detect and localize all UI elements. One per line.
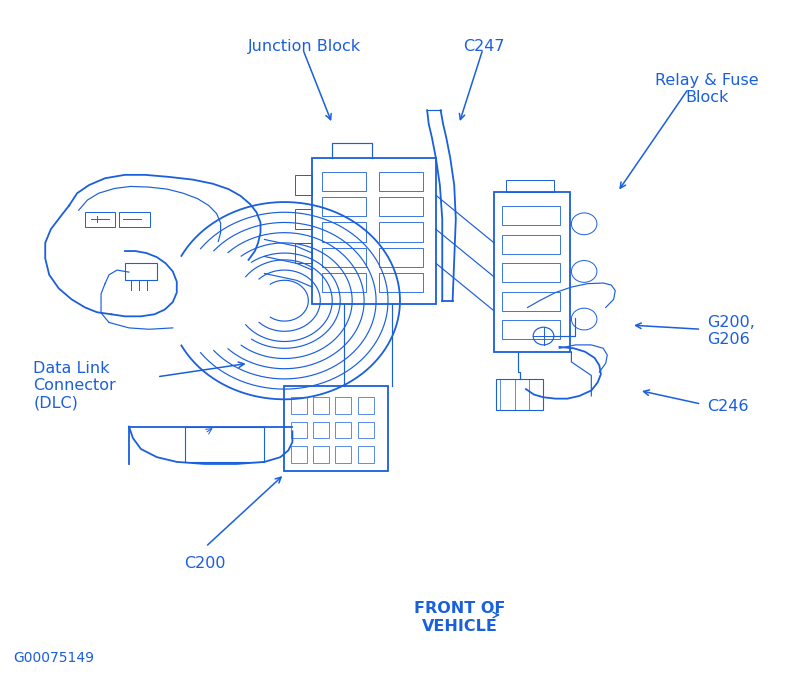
Bar (312, 158, 436, 304)
Bar (502, 235, 560, 254)
Text: C200: C200 (184, 556, 226, 571)
Bar (379, 223, 423, 242)
Bar (313, 422, 329, 438)
Text: Data Link
Connector
(DLC): Data Link Connector (DLC) (34, 361, 116, 410)
Bar (358, 446, 374, 462)
Text: G00075149: G00075149 (14, 651, 94, 665)
Bar (322, 172, 366, 191)
Bar (313, 398, 329, 414)
Bar (85, 212, 115, 227)
Bar (294, 243, 312, 263)
Bar (502, 206, 560, 225)
Bar (290, 446, 306, 462)
Text: C247: C247 (463, 39, 505, 54)
Bar (290, 398, 306, 414)
Bar (335, 398, 351, 414)
Bar (494, 192, 570, 352)
Bar (322, 273, 366, 292)
Bar (379, 273, 423, 292)
Bar (358, 398, 374, 414)
Text: C246: C246 (707, 399, 749, 414)
Bar (379, 197, 423, 217)
Text: FRONT OF
VEHICLE: FRONT OF VEHICLE (414, 601, 506, 634)
Bar (506, 180, 554, 192)
Text: G200,
G206: G200, G206 (707, 315, 755, 348)
Bar (502, 320, 560, 339)
Bar (119, 212, 150, 227)
Text: Relay & Fuse
Block: Relay & Fuse Block (655, 73, 758, 105)
Bar (496, 379, 543, 410)
Bar (358, 422, 374, 438)
Bar (335, 446, 351, 462)
Bar (125, 263, 157, 280)
Bar (335, 422, 351, 438)
Bar (322, 248, 366, 266)
Bar (502, 263, 560, 282)
Bar (379, 248, 423, 266)
Text: Junction Block: Junction Block (248, 39, 361, 54)
Bar (322, 223, 366, 242)
Bar (290, 422, 306, 438)
Bar (185, 426, 265, 462)
Bar (294, 175, 312, 195)
Bar (379, 172, 423, 191)
Bar (294, 209, 312, 229)
Bar (313, 446, 329, 462)
Bar (285, 386, 388, 471)
Bar (502, 292, 560, 311)
Bar (322, 197, 366, 217)
